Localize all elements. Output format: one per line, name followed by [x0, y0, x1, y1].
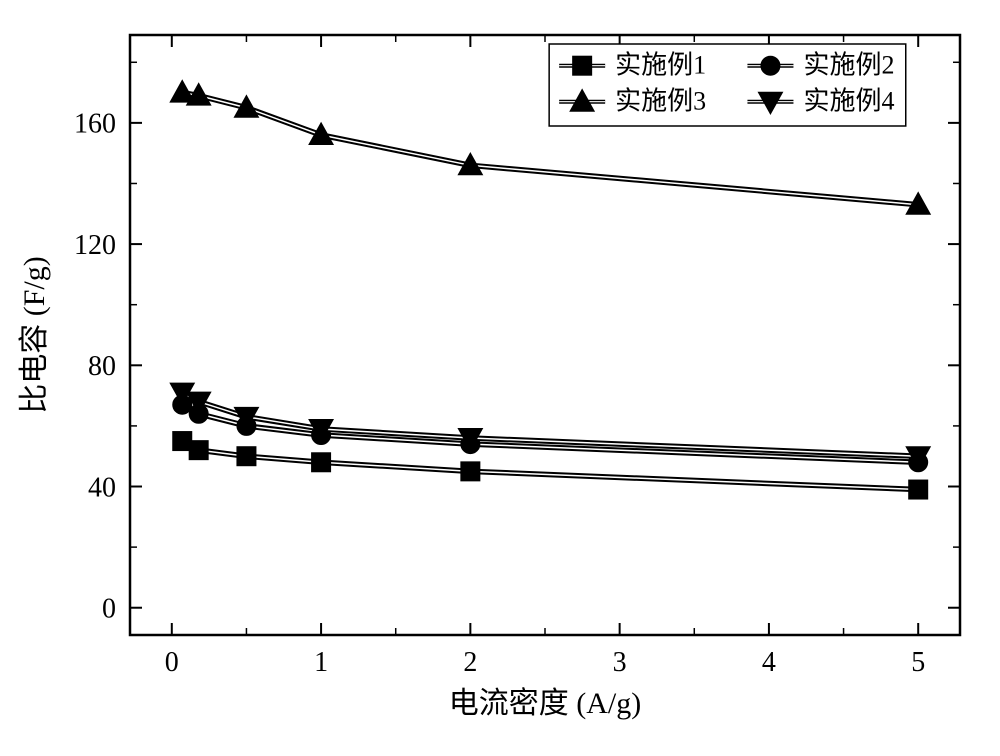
line-chart-svg: 0 1 2 3 4 5 0 40 80 120 160 电流密度 (A/g) 比电容 (F/g) 实施例1… — [0, 0, 1000, 756]
svg-text:0: 0 — [102, 594, 116, 625]
svg-text:80: 80 — [88, 351, 116, 382]
legend-label: 实施例2 — [803, 51, 894, 80]
legend-label: 实施例4 — [803, 87, 894, 116]
svg-text:4: 4 — [762, 647, 776, 678]
legend-label: 实施例3 — [615, 87, 706, 116]
svg-text:40: 40 — [88, 472, 116, 503]
svg-text:160: 160 — [74, 109, 116, 140]
svg-text:5: 5 — [911, 647, 925, 678]
chart-container: 0 1 2 3 4 5 0 40 80 120 160 电流密度 (A/g) 比电容 (F/g) 实施例1… — [0, 0, 1000, 756]
svg-text:120: 120 — [74, 230, 116, 261]
svg-text:1: 1 — [314, 647, 328, 678]
legend-label: 实施例1 — [615, 51, 706, 80]
legend: 实施例1 实施例2 实施例3 实施例4 — [549, 44, 906, 126]
svg-text:3: 3 — [613, 647, 627, 678]
svg-text:0: 0 — [165, 647, 179, 678]
x-axis-label: 电流密度 (A/g) — [449, 687, 641, 720]
y-axis-label: 比电容 (F/g) — [18, 256, 51, 414]
svg-text:2: 2 — [463, 647, 477, 678]
